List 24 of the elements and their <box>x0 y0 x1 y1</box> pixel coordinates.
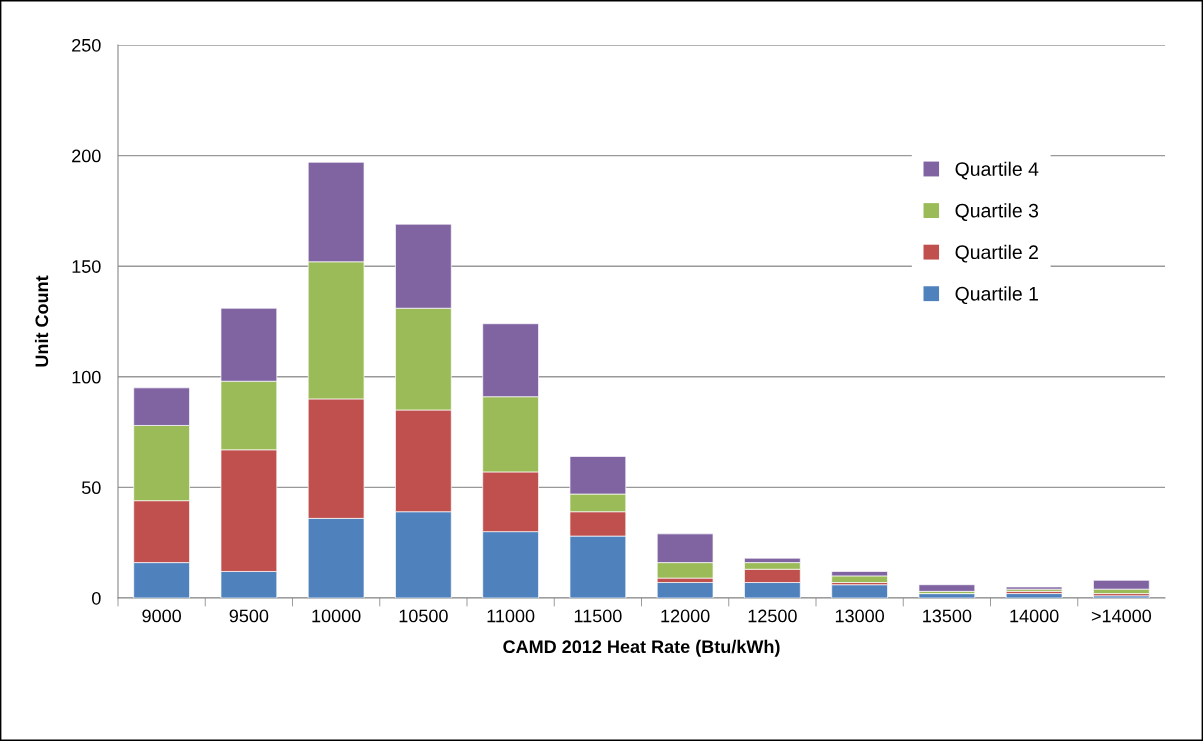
y-tick-label: 0 <box>92 591 101 605</box>
x-tick-label: 11000 <box>487 609 535 623</box>
x-tick-label: 12000 <box>661 609 710 623</box>
x-tick-label: 13500 <box>923 609 972 623</box>
legend-label: Quartile 2 <box>955 244 1038 263</box>
x-tick-label: 12500 <box>748 609 797 623</box>
x-tick-label: 9000 <box>142 609 181 623</box>
y-tick-label: 200 <box>72 149 101 163</box>
y-tick-label: 150 <box>72 260 101 273</box>
y-tick-label: 50 <box>81 481 101 495</box>
y-axis-title: Unit Count <box>34 275 49 367</box>
legend-label: Quartile 4 <box>955 161 1039 180</box>
x-tick-label: 14000 <box>1010 609 1059 623</box>
legend-label: Quartile 1 <box>955 286 1038 305</box>
x-tick-label: 10000 <box>312 609 361 623</box>
x-tick-label: 11500 <box>574 609 622 623</box>
x-tick-label: 10500 <box>399 609 448 623</box>
y-tick-label: 250 <box>72 38 101 52</box>
x-axis-title: CAMD 2012 Heat Rate (Btu/kWh) <box>503 639 780 657</box>
x-tick-label: 13000 <box>835 609 885 623</box>
y-tick-label: 100 <box>72 370 101 384</box>
x-tick-label: 9500 <box>229 609 269 623</box>
legend-label: Quartile 3 <box>955 203 1039 221</box>
x-tick-label: >14000 <box>1091 609 1152 623</box>
